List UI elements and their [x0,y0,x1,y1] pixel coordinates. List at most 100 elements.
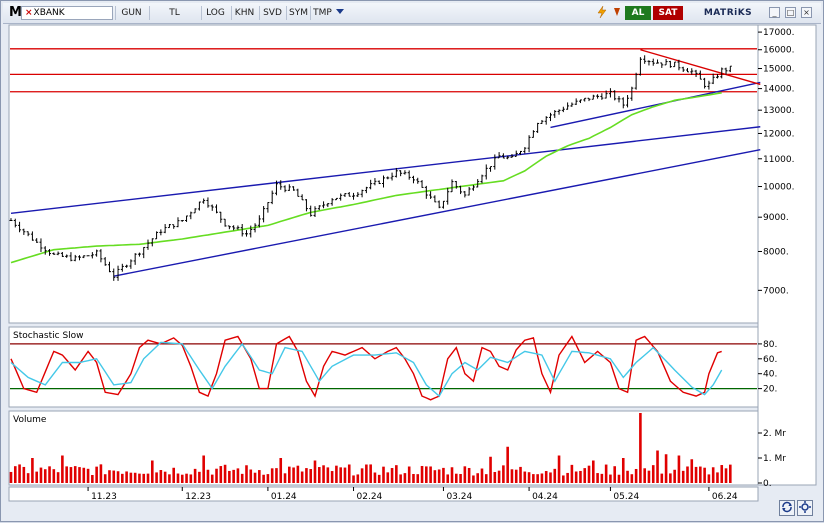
price-bar [604,90,608,99]
volume-bar [240,473,244,483]
price-bar [56,251,60,256]
volume-bar [347,464,351,483]
price-bar [43,246,47,255]
volume-bar [31,458,34,483]
price-bar [65,254,69,258]
volume-bar [13,466,17,483]
volume-bar [626,470,629,483]
volume-bar [61,455,64,483]
tmp-button[interactable]: TMP [310,6,334,20]
price-bar [437,200,441,209]
price-bar [176,217,180,228]
lightning-icon[interactable] [595,5,609,20]
price-bar [172,224,176,229]
sym-button[interactable]: SYM [286,6,310,20]
price-axis-ticks: 7000. 8000. 9000. 10000. 11000. 12000. 13000. 1… [758,28,795,296]
volume-bar [48,466,51,483]
price-bar [360,189,364,198]
minimize-icon[interactable]: _ [769,7,780,18]
volume-tick-label: 2. Mr [763,429,786,439]
price-bar [711,73,715,85]
price-tick-label: 13000. [763,106,795,116]
period-button[interactable]: GUN [115,6,147,20]
price-bar [262,206,266,223]
volume-bar [532,474,535,483]
close-icon[interactable]: × [801,7,812,18]
price-bar [587,97,591,102]
volume-bar [193,468,197,483]
trend-line [640,49,761,86]
volume-bar [133,472,137,483]
volume-bar [574,471,578,483]
log-button[interactable]: LOG [201,6,229,20]
price-bar [202,198,206,204]
symbol-input[interactable]: ⨯XBANK [21,6,113,20]
volume-bar [407,466,411,483]
volume-bar [343,467,347,483]
refresh-icon[interactable] [610,6,624,20]
price-bar [309,205,313,217]
volume-bar [215,468,218,483]
volume-bar [65,466,68,483]
price-bar [103,257,107,266]
volume-bar [459,473,462,483]
volume-bar [360,468,364,483]
sell-button[interactable]: SAT [653,6,683,20]
price-bar [9,218,13,221]
price-bar [146,239,150,250]
volume-bar [185,473,188,483]
settings-icon[interactable] [797,500,813,516]
volume-bar [536,474,539,483]
price-bar [386,176,390,180]
price-tick-label: 9000. [763,213,789,223]
price-bar [18,221,22,233]
currency-button[interactable]: TL [149,6,199,20]
khn-button[interactable]: KHN [231,6,257,20]
price-bar [82,255,86,259]
svd-button[interactable]: SVD [259,6,285,20]
price-bar [570,102,574,107]
price-bar [129,259,133,269]
volume-bar [159,470,163,483]
price-bar [150,238,154,247]
triangle-down-icon[interactable] [334,6,346,20]
price-bar [159,229,163,236]
price-tick-label: 10000. [763,183,795,193]
stochastic-lines [10,335,723,401]
volume-bar [142,473,146,483]
price-bar [377,180,381,185]
buy-button[interactable]: AL [625,6,651,20]
volume-bar [91,475,94,483]
volume-bar [621,458,625,483]
clear-icon[interactable]: ⨯ [25,8,33,18]
price-bar [656,59,660,64]
price-bar [364,186,368,194]
stochastic-series-line [10,341,723,398]
volume-bar [112,470,116,483]
price-bar [668,60,672,68]
volume-bar [403,473,407,483]
price-bar [553,110,557,118]
x-tick-label: 02.24 [357,492,383,502]
price-bar [471,185,475,191]
price-tick-label: 15000. [763,65,795,75]
volume-bar [326,467,330,483]
sync-icon[interactable] [779,500,795,516]
volume-bar [399,474,402,483]
price-bar [26,231,30,237]
price-bar [193,208,197,214]
volume-bar [189,474,193,483]
volume-bar [484,474,488,483]
maximize-icon[interactable]: □ [785,7,796,18]
price-bar [352,192,356,200]
price-bar [69,252,73,262]
price-bar [90,252,94,259]
price-bar [596,94,600,99]
volume-bar [43,469,47,483]
price-bar [155,231,159,240]
volume-bar [258,470,261,483]
x-tick-label: 05.24 [613,492,639,502]
price-tick-label: 16000. [763,46,795,56]
volume-bar [309,469,313,483]
volume-bar [711,467,715,483]
